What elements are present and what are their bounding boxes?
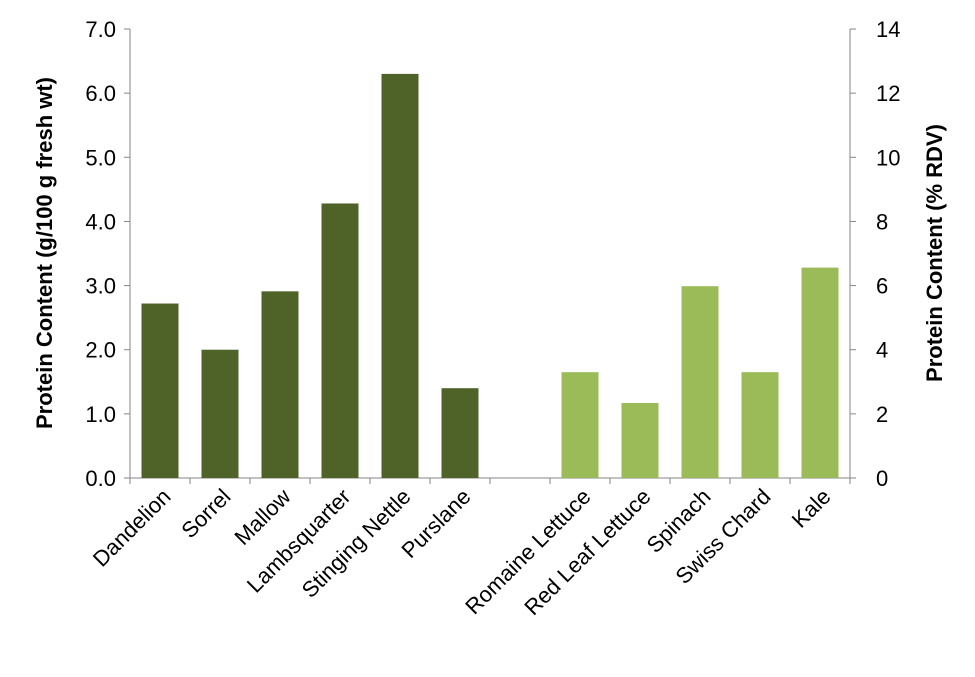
y-tick-label: 7.0 (85, 17, 116, 42)
y-tick-label: 5.0 (85, 145, 116, 170)
y-axis-title: Protein Content (g/100 g fresh wt) (32, 77, 57, 429)
bar-stinging-nettle (381, 73, 419, 479)
y2-tick-label: 8 (876, 209, 888, 234)
y-tick-label: 0.0 (85, 466, 116, 491)
y-tick-label: 4.0 (85, 209, 116, 234)
x-tick-label: Kale (787, 484, 836, 533)
y-tick-label: 6.0 (85, 81, 116, 106)
y-axis-right: 0 2 4 6 8 10 12 14 (849, 17, 900, 491)
y2-tick-label: 10 (876, 145, 900, 170)
bar-dandelion (141, 303, 179, 478)
y2-tick-label: 14 (876, 17, 900, 42)
bar-mallow (261, 291, 299, 478)
bar-spinach (681, 286, 719, 478)
bar-kale (801, 267, 839, 478)
bar-red-leaf-lettuce (621, 402, 659, 478)
x-tick-label: Lambsquarter (242, 484, 356, 598)
y2-tick-label: 0 (876, 466, 888, 491)
x-tick-label: Dandelion (88, 484, 176, 572)
x-axis (129, 477, 851, 484)
bar-swiss-chard (741, 372, 779, 478)
y-axis-left: 0.0 1.0 2.0 3.0 4.0 5.0 6.0 7.0 (85, 17, 131, 491)
y-tick-label: 1.0 (85, 402, 116, 427)
y-tick-label: 3.0 (85, 274, 116, 299)
bar-lambsquarter (321, 203, 359, 478)
y-tick-label: 2.0 (85, 338, 116, 363)
y2-tick-label: 4 (876, 338, 888, 363)
y2-tick-label: 2 (876, 402, 888, 427)
bar-sorrel (201, 349, 239, 478)
bar-romaine-lettuce (561, 372, 599, 478)
y2-axis-title: Protein Content (% RDV) (922, 124, 947, 382)
x-tick-label: Sorrel (176, 484, 235, 543)
x-tick-labels: Dandelion SorrelMallowLambsquarterStingin… (88, 484, 836, 620)
bar-purslane (441, 388, 479, 478)
bars (141, 73, 839, 479)
y2-tick-label: 6 (876, 274, 888, 299)
y2-tick-label: 12 (876, 81, 900, 106)
